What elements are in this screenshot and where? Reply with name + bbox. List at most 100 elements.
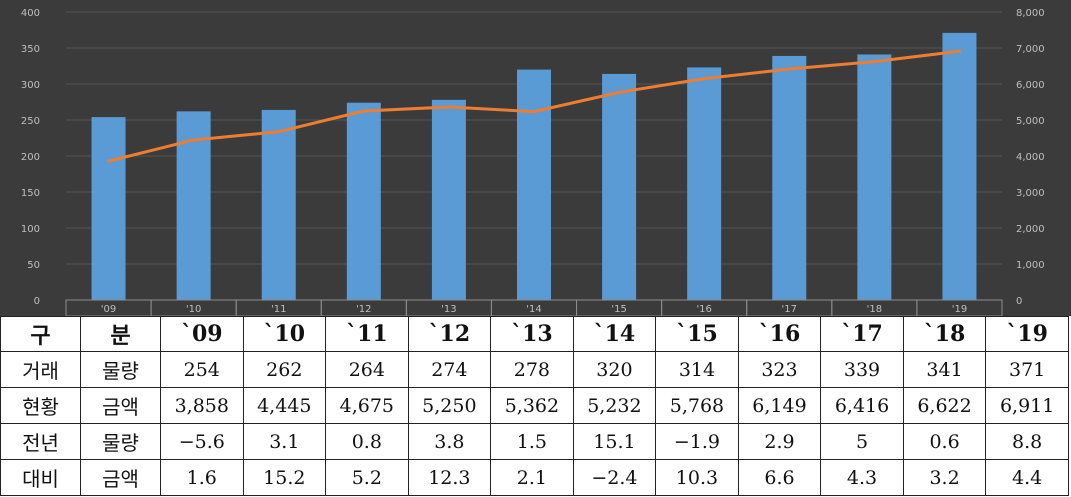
right-axis-tick-label: 1,000	[1016, 260, 1045, 271]
bar	[346, 102, 381, 300]
table-cell: 314	[655, 351, 739, 388]
table-cell: 12.3	[407, 459, 492, 496]
table-cell: 8.8	[985, 423, 1069, 460]
table-row: 전년 물량 −5.6 3.1 0.8 3.8 1.5 15.1 −1.9 2.9…	[0, 423, 1069, 460]
table-header-row: 구 분 `09 `10 `11 `12 `13 `14 `15 `16 `17 …	[0, 316, 1069, 352]
left-axis-tick-label: 400	[21, 8, 40, 19]
table-cell: 5,232	[572, 387, 657, 424]
table-cell: 15.1	[572, 423, 657, 460]
sub-label: 물량	[80, 423, 161, 460]
table-cell: 4,445	[242, 387, 327, 424]
category-label: '16	[696, 304, 711, 315]
right-axis-tick-label: 8,000	[1016, 8, 1045, 19]
header-year: `18	[902, 316, 987, 352]
group-label: 현황	[0, 387, 81, 424]
category-label: '14	[526, 304, 541, 315]
left-axis-tick-label: 300	[21, 80, 40, 91]
category-label: '17	[782, 304, 797, 315]
table-cell: 5	[820, 423, 904, 460]
header-year: `17	[820, 316, 904, 352]
category-cell	[916, 299, 1003, 316]
header-year: `13	[490, 316, 574, 352]
line-point	[192, 138, 196, 142]
table-cell: 0.8	[325, 423, 409, 460]
table-cell: 3.1	[242, 423, 327, 460]
table-cell: −1.9	[655, 423, 739, 460]
group-label: 거래	[0, 351, 81, 388]
table-cell: 274	[407, 351, 492, 388]
bar	[942, 32, 977, 300]
group-label: 대비	[0, 459, 81, 496]
table-cell: 3.8	[407, 423, 492, 460]
right-axis-tick-label: 2,000	[1016, 224, 1045, 235]
table-row: 현황 금액 3,858 4,445 4,675 5,250 5,362 5,23…	[0, 387, 1069, 424]
group-label: 전년	[0, 423, 81, 460]
table-cell: 10.3	[655, 459, 739, 496]
table-cell: 4.3	[820, 459, 904, 496]
table-cell: 3.2	[902, 459, 987, 496]
bar	[431, 99, 466, 300]
table-cell: 2.1	[490, 459, 574, 496]
table-cell: 1.5	[490, 423, 574, 460]
left-axis-tick-label: 350	[21, 44, 40, 55]
table-cell: 3,858	[160, 387, 244, 424]
table-cell: 2.9	[737, 423, 822, 460]
line-point	[362, 109, 366, 113]
table-cell: 254	[160, 351, 244, 388]
table-cell: 6,911	[985, 387, 1069, 424]
right-axis-tick-label: 4,000	[1016, 152, 1045, 163]
line-point	[787, 67, 791, 71]
left-axis-tick-label: 150	[21, 188, 40, 199]
line-point	[277, 130, 281, 134]
table-cell: 1.6	[160, 459, 244, 496]
combo-chart: 0 50 100 150 200 250 300 350 400 0 1,000 2,000 3,000…	[0, 0, 1071, 316]
header-year: `12	[407, 316, 492, 352]
sub-label: 금액	[80, 459, 161, 496]
table-cell: 5,362	[490, 387, 574, 424]
category-label: '13	[441, 304, 456, 315]
bar	[517, 69, 551, 300]
table-cell: 5,250	[407, 387, 492, 424]
right-axis-tick-label: 7,000	[1016, 44, 1045, 55]
table-cell: 341	[902, 351, 987, 388]
header-year: `19	[985, 316, 1069, 352]
line-point	[702, 77, 706, 81]
bar	[91, 117, 126, 301]
table-cell: 6.6	[737, 459, 822, 496]
sub-label: 물량	[80, 351, 161, 388]
header-label-1: 구	[0, 316, 81, 352]
table-cell: 6,622	[902, 387, 987, 424]
bar	[602, 73, 637, 300]
line-point	[957, 49, 961, 53]
header-label-2: 분	[80, 316, 161, 352]
table-cell: 0.6	[902, 423, 987, 460]
category-label: '19	[952, 304, 967, 315]
bar	[687, 67, 722, 300]
table-row: 대비 금액 1.6 15.2 5.2 12.3 2.1 −2.4 10.3 6.…	[0, 459, 1069, 496]
table-cell: 371	[985, 351, 1069, 388]
category-label: '09	[101, 304, 116, 315]
table-cell: 4.4	[985, 459, 1069, 496]
left-axis-tick-label: 250	[21, 116, 40, 127]
right-axis-tick-label: 6,000	[1016, 80, 1045, 91]
table-cell: 6,149	[737, 387, 822, 424]
sub-label: 금액	[80, 387, 161, 424]
data-table: 구 분 `09 `10 `11 `12 `13 `14 `15 `16 `17 …	[0, 316, 1069, 496]
left-axis-tick-label: 0	[34, 296, 40, 307]
table-cell: −5.6	[160, 423, 244, 460]
header-year: `16	[737, 316, 822, 352]
table-cell: 6,416	[820, 387, 904, 424]
line-point	[532, 110, 536, 114]
header-year: `09	[160, 316, 244, 352]
table-cell: 339	[820, 351, 904, 388]
table-cell: 320	[572, 351, 657, 388]
table-cell: 278	[490, 351, 574, 388]
line-point	[447, 105, 451, 109]
bar	[857, 54, 892, 301]
table-cell: 264	[325, 351, 409, 388]
header-year: `11	[325, 316, 409, 352]
table-cell: 323	[737, 351, 822, 388]
line-point	[872, 60, 876, 64]
category-label: '15	[611, 304, 626, 315]
